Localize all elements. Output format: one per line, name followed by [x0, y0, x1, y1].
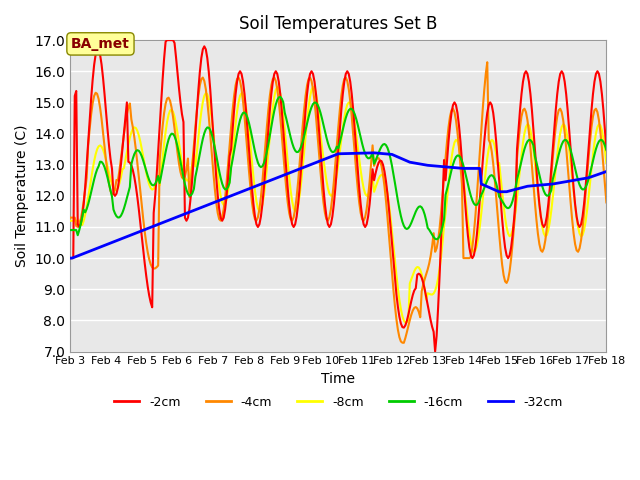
Y-axis label: Soil Temperature (C): Soil Temperature (C): [15, 125, 29, 267]
X-axis label: Time: Time: [321, 372, 355, 386]
Title: Soil Temperatures Set B: Soil Temperatures Set B: [239, 15, 438, 33]
Text: BA_met: BA_met: [71, 37, 130, 51]
Legend: -2cm, -4cm, -8cm, -16cm, -32cm: -2cm, -4cm, -8cm, -16cm, -32cm: [109, 391, 568, 414]
